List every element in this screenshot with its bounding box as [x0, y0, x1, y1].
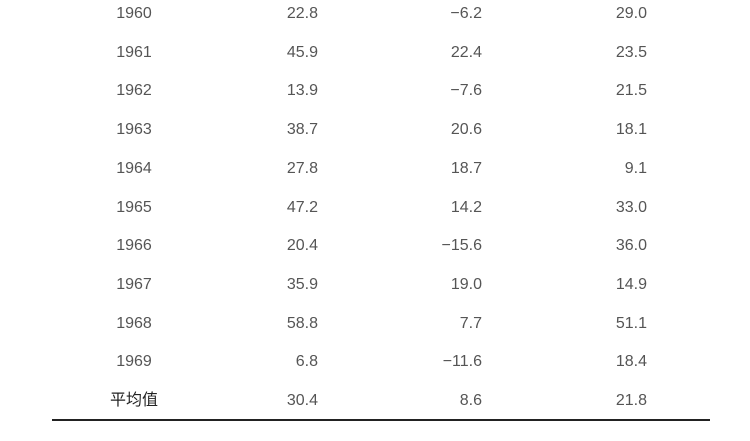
table-cell: 45.9: [286, 43, 318, 61]
table-cell: 18.7: [450, 159, 482, 177]
row-label: 1965: [116, 198, 152, 216]
table-cell: 21.8: [615, 392, 647, 409]
table-cell: 6.8: [295, 353, 318, 371]
table-cell: 21.5: [615, 82, 647, 100]
bottom-rule: [52, 419, 710, 421]
row-label: 1968: [116, 314, 152, 332]
table-cell: 51.1: [615, 314, 647, 332]
row-label: 1962: [116, 82, 152, 100]
table-cell: 33.0: [615, 198, 647, 216]
row-label: 1964: [116, 159, 152, 177]
table-cell: 23.5: [615, 43, 647, 61]
row-label: 1966: [116, 237, 152, 255]
table-cell: 47.2: [286, 198, 318, 216]
table-cell: 9.1: [624, 159, 647, 177]
table-cell: 20.4: [286, 237, 318, 255]
table-cell: 14.9: [615, 275, 647, 293]
table-cell: 18.1: [615, 121, 647, 139]
table-cell: −11.6: [442, 353, 482, 371]
row-label: 1963: [116, 121, 152, 139]
table-cell: 22.4: [450, 43, 482, 61]
table-cell: −7.6: [450, 82, 482, 100]
table-cell: 35.9: [286, 275, 318, 293]
row-label: 平均值: [109, 392, 158, 409]
table-cell: 13.9: [286, 82, 318, 100]
table-cell: 7.7: [459, 314, 482, 332]
table-cell: 36.0: [615, 237, 647, 255]
table-cell: 14.2: [450, 198, 482, 216]
table-cell: 30.4: [286, 392, 318, 409]
row-label: 1969: [116, 353, 152, 371]
table-cell: −6.2: [450, 5, 482, 22]
table-cell: 18.4: [615, 353, 647, 371]
row-label: 1961: [116, 43, 152, 61]
table-cell: 58.8: [286, 314, 318, 332]
table-cell: 29.0: [615, 5, 647, 22]
table-cell: 38.7: [286, 121, 318, 139]
row-label: 1967: [116, 275, 152, 293]
row-label: 1960: [116, 5, 152, 22]
table-cell: −15.6: [441, 237, 482, 255]
table-cell: 8.6: [459, 392, 482, 409]
table-cell: 19.0: [450, 275, 482, 293]
table-cell: 22.8: [286, 5, 318, 22]
table-cell: 20.6: [450, 121, 482, 139]
table-cell: 27.8: [286, 159, 318, 177]
